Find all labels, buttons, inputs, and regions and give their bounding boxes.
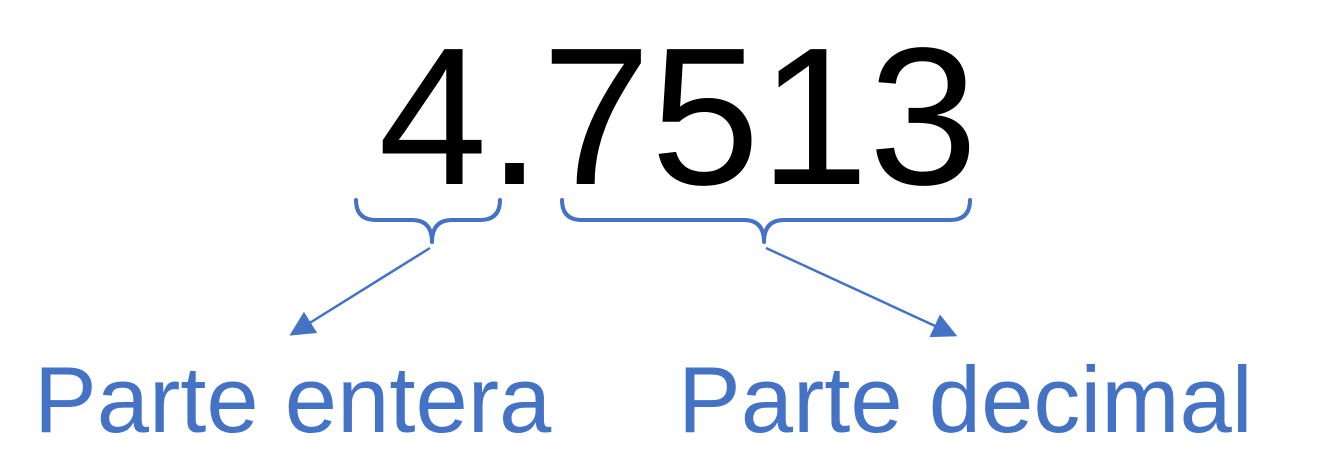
decimal-part-brace	[560, 198, 972, 244]
decimal-part-label: Parte decimal	[678, 347, 1253, 452]
integer-arrow	[289, 246, 431, 336]
integer-digits: 4	[378, 7, 487, 226]
decimal-point: .	[487, 7, 541, 226]
integer-part-label: Parte entera	[34, 347, 552, 452]
decimal-digits: 7513	[542, 7, 978, 226]
decimal-number: 4.7513	[378, 7, 978, 226]
decimal-arrow	[765, 246, 958, 338]
integer-part-brace	[354, 198, 502, 244]
